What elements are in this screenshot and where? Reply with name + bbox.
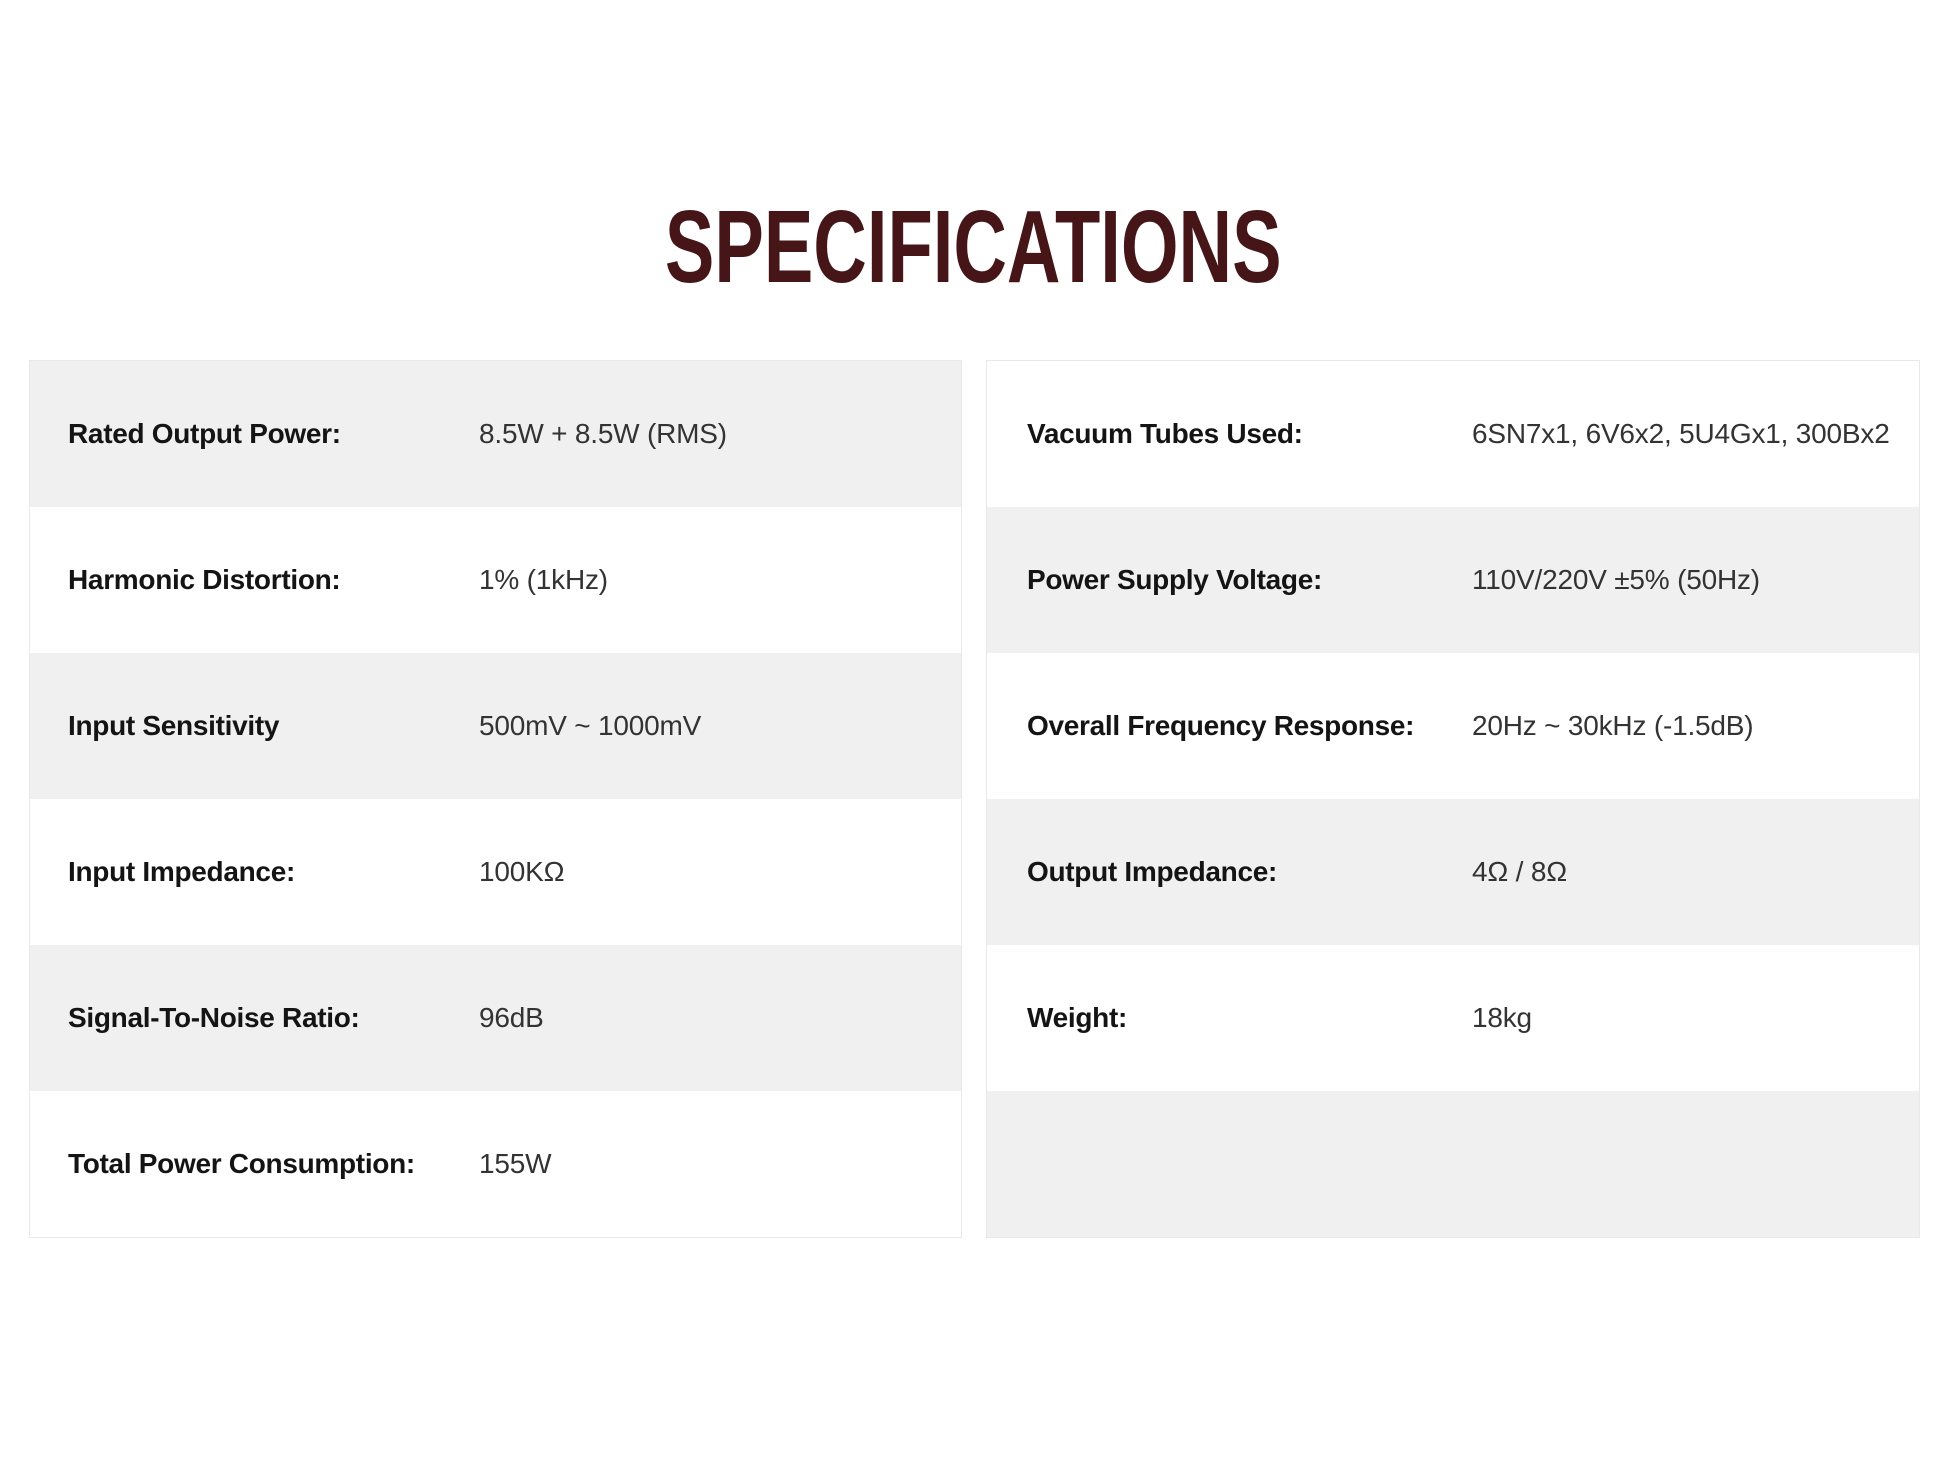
spec-row-signal-to-noise-ratio: Signal-To-Noise Ratio: 96dB <box>30 945 961 1091</box>
spec-label: Harmonic Distortion: <box>68 564 341 595</box>
spec-value: 8.5W + 8.5W (RMS) <box>479 418 727 449</box>
spec-row-rated-output-power: Rated Output Power: 8.5W + 8.5W (RMS) <box>30 361 961 507</box>
spec-table-left: Rated Output Power: 8.5W + 8.5W (RMS) Ha… <box>29 360 962 1238</box>
spec-row-input-impedance: Input Impedance: 100KΩ <box>30 799 961 945</box>
spec-value: 6SN7x1, 6V6x2, 5U4Gx1, 300Bx2 <box>1472 418 1890 449</box>
spec-label: Input Impedance: <box>68 856 295 887</box>
spec-row-power-supply-voltage: Power Supply Voltage: 110V/220V ±5% (50H… <box>987 507 1919 653</box>
page-title-text: SPECIFICATIONS <box>664 189 1282 304</box>
spec-label: Power Supply Voltage: <box>1027 564 1323 595</box>
spec-label: Signal-To-Noise Ratio: <box>68 1002 360 1033</box>
spec-value: 4Ω / 8Ω <box>1472 856 1567 887</box>
spec-value: 18kg <box>1472 1002 1532 1033</box>
spec-label: Rated Output Power: <box>68 418 341 449</box>
spec-value: 100KΩ <box>479 856 565 887</box>
spec-label: Overall Frequency Response: <box>1027 710 1415 741</box>
spec-row-output-impedance: Output Impedance: 4Ω / 8Ω <box>987 799 1919 945</box>
spec-row-overall-frequency-response: Overall Frequency Response: 20Hz ~ 30kHz… <box>987 653 1919 799</box>
spec-value: 155W <box>479 1148 552 1179</box>
spec-label: Total Power Consumption: <box>68 1148 415 1179</box>
spec-value: 500mV ~ 1000mV <box>479 710 702 741</box>
page-title: SPECIFICATIONS <box>0 195 1946 298</box>
spec-row-vacuum-tubes-used: Vacuum Tubes Used: 6SN7x1, 6V6x2, 5U4Gx1… <box>987 361 1919 507</box>
spec-row-total-power-consumption: Total Power Consumption: 155W <box>30 1091 961 1237</box>
spec-row-input-sensitivity: Input Sensitivity 500mV ~ 1000mV <box>30 653 961 799</box>
spec-row-weight: Weight: 18kg <box>987 945 1919 1091</box>
spec-label: Output Impedance: <box>1027 856 1278 887</box>
spec-row-empty <box>987 1091 1919 1237</box>
spec-table-right: Vacuum Tubes Used: 6SN7x1, 6V6x2, 5U4Gx1… <box>986 360 1920 1238</box>
spec-label: Input Sensitivity <box>68 710 280 741</box>
spec-value: 96dB <box>479 1002 544 1033</box>
spec-value: 1% (1kHz) <box>479 564 608 595</box>
spec-value: 110V/220V ±5% (50Hz) <box>1472 564 1760 595</box>
spec-row-harmonic-distortion: Harmonic Distortion: 1% (1kHz) <box>30 507 961 653</box>
spec-label: Vacuum Tubes Used: <box>1027 418 1303 449</box>
spec-label: Weight: <box>1027 1002 1128 1033</box>
spec-value: 20Hz ~ 30kHz (-1.5dB) <box>1472 710 1754 741</box>
